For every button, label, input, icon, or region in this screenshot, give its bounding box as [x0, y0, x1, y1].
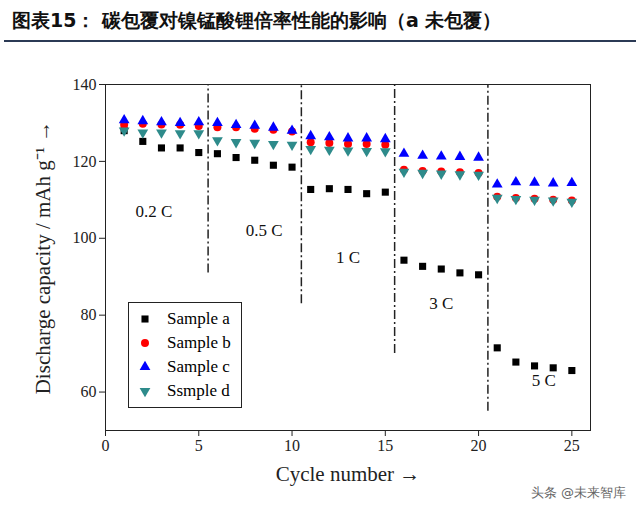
svg-text:10: 10	[284, 437, 300, 454]
svg-text:140: 140	[73, 76, 97, 93]
svg-text:5: 5	[195, 437, 203, 454]
html-text:头条 @未来智库: 头条 @未来智库	[530, 485, 626, 500]
svg-text:100: 100	[73, 229, 97, 246]
svg-text:Discharge capacity / mAh g⁻¹ →: Discharge capacity / mAh g⁻¹ →	[31, 121, 55, 395]
html-text:Sample b: Sample b	[167, 333, 231, 352]
svg-text:Cycle number →: Cycle number →	[276, 462, 421, 486]
svg-text:0.2 C: 0.2 C	[136, 202, 173, 221]
svg-text:80: 80	[81, 306, 97, 323]
svg-text:5 C: 5 C	[532, 371, 556, 390]
svg-text:120: 120	[73, 153, 97, 170]
svg-text:25: 25	[564, 437, 580, 454]
svg-text:15: 15	[377, 437, 393, 454]
svg-text:60: 60	[81, 383, 97, 400]
html-text:Sample c: Sample c	[167, 357, 230, 376]
svg-text:1 C: 1 C	[336, 248, 360, 267]
html-text:Sample a: Sample a	[167, 309, 230, 328]
svg-text:3 C: 3 C	[429, 294, 453, 313]
svg-text:20: 20	[471, 437, 487, 454]
svg-text:0.5 C: 0.5 C	[246, 221, 283, 240]
html-text:图表15： 碳包覆对镍锰酸锂倍率性能的影响（a 未包覆）: 图表15： 碳包覆对镍锰酸锂倍率性能的影响（a 未包覆）	[12, 9, 502, 31]
svg-text:0: 0	[102, 437, 110, 454]
html-text:Ssmple d: Ssmple d	[167, 381, 230, 400]
